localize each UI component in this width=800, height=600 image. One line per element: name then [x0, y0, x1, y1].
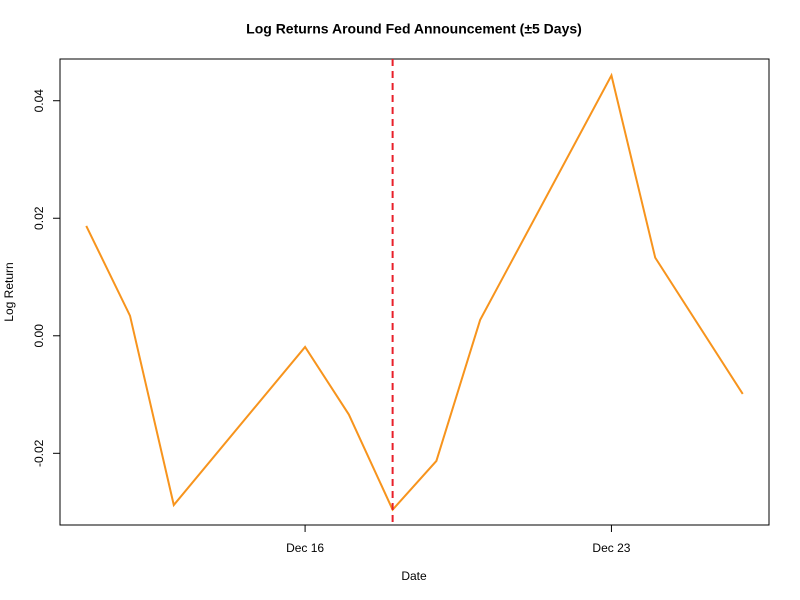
line-series	[85, 72, 744, 512]
x-tick-label: Dec 23	[592, 541, 630, 555]
x-axis-label: Date	[401, 569, 427, 583]
y-tick-label: 0.04	[32, 89, 46, 113]
y-tick-label: -0.02	[32, 439, 46, 467]
chart-title: Log Returns Around Fed Announcement (±5 …	[246, 21, 582, 37]
x-tick-label: Dec 16	[286, 541, 324, 555]
y-axis-label: Log Return	[2, 262, 16, 321]
y-tick-label: 0.00	[32, 324, 46, 348]
y-tick-label: 0.02	[32, 206, 46, 230]
plot-frame	[59, 58, 770, 526]
